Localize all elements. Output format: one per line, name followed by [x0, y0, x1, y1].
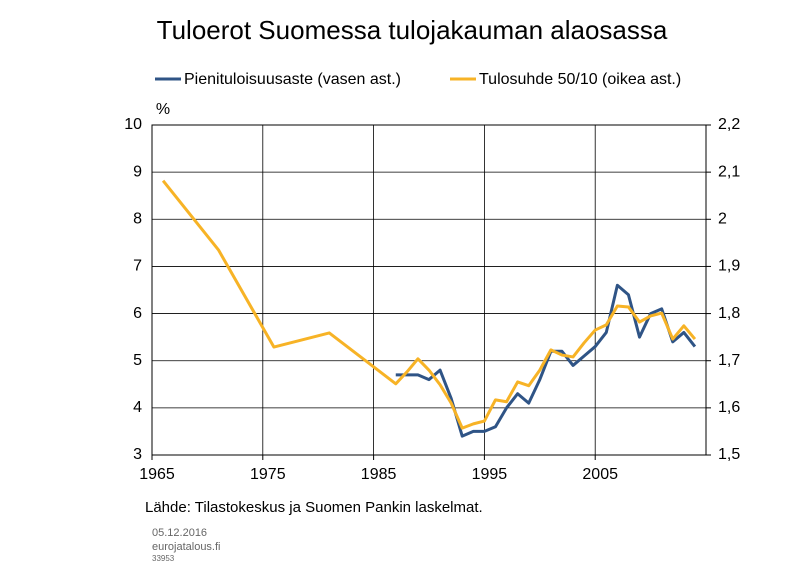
- y-tick-label: 4: [133, 399, 142, 416]
- legend-label: Tulosuhde 50/10 (oikea ast.): [479, 71, 681, 88]
- y2-tick-label: 1,5: [718, 446, 740, 463]
- x-tick-label: 1965: [139, 466, 175, 483]
- y-tick-label: 10: [124, 116, 142, 133]
- x-tick-label: 2005: [582, 466, 618, 483]
- y2-tick-label: 1,8: [718, 305, 740, 322]
- y2-tick-label: 1,7: [718, 352, 740, 369]
- y-tick-label: 5: [133, 352, 142, 369]
- source-note: Lähde: Tilastokeskus ja Suomen Pankin la…: [145, 499, 483, 516]
- y2-tick-label: 1,6: [718, 399, 740, 416]
- y-tick-label: 9: [133, 163, 142, 180]
- y2-tick-label: 2: [718, 211, 727, 228]
- y-tick-label: 6: [133, 305, 142, 322]
- y2-tick-label: 1,9: [718, 258, 740, 275]
- code: 33953: [152, 554, 175, 563]
- series-line: [395, 283, 697, 438]
- y-axis-label: %: [156, 101, 170, 118]
- y-tick-label: 8: [133, 211, 142, 228]
- legend-label: Pienituloisuusaste (vasen ast.): [184, 71, 401, 88]
- x-tick-label: 1995: [472, 466, 508, 483]
- y2-tick-label: 2,1: [718, 163, 740, 180]
- series-line: [161, 179, 697, 430]
- x-tick-label: 1985: [361, 466, 397, 483]
- y-tick-label: 3: [133, 446, 142, 463]
- date: 05.12.2016: [152, 527, 207, 539]
- chart-title: Tuloerot Suomessa tulojakauman alaosassa: [157, 15, 668, 45]
- y2-tick-label: 2,2: [718, 116, 740, 133]
- site: eurojatalous.fi: [152, 541, 221, 553]
- y-tick-label: 7: [133, 258, 142, 275]
- x-tick-label: 1975: [250, 466, 286, 483]
- plot-frame: [151, 124, 707, 456]
